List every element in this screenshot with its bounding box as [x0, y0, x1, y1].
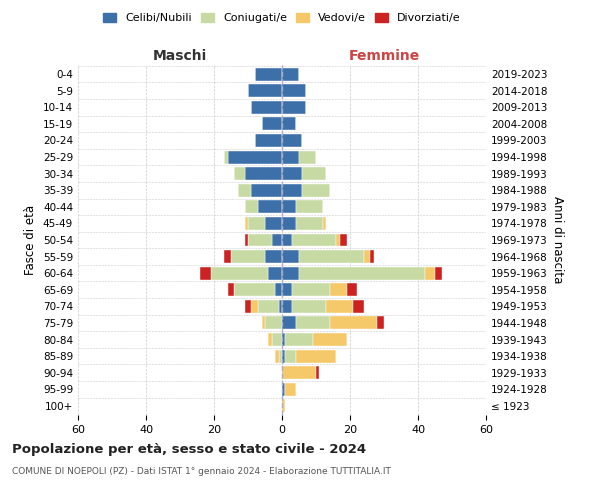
Bar	[435, 266, 442, 280]
Bar	[265, 250, 282, 263]
Bar	[245, 234, 248, 246]
Bar	[292, 284, 329, 296]
Bar	[262, 316, 265, 330]
Bar	[278, 300, 282, 313]
Bar	[245, 200, 258, 213]
Bar	[251, 300, 258, 313]
Bar	[238, 184, 251, 196]
Bar	[275, 284, 282, 296]
Bar	[251, 184, 282, 196]
Bar	[282, 184, 302, 196]
Bar	[224, 250, 231, 263]
Bar	[282, 383, 286, 396]
Bar	[323, 217, 326, 230]
Bar	[272, 234, 282, 246]
Bar	[282, 200, 296, 213]
Bar	[377, 316, 384, 330]
Bar	[282, 366, 316, 379]
Bar	[302, 184, 329, 196]
Bar	[316, 366, 319, 379]
Bar	[329, 284, 347, 296]
Bar	[425, 266, 435, 280]
Bar	[296, 217, 323, 230]
Bar	[282, 150, 299, 164]
Bar	[268, 333, 272, 346]
Bar	[255, 68, 282, 80]
Bar	[292, 300, 326, 313]
Bar	[282, 217, 296, 230]
Y-axis label: Fasce di età: Fasce di età	[25, 205, 37, 275]
Bar	[313, 333, 347, 346]
Text: Maschi: Maschi	[153, 48, 207, 62]
Bar	[200, 266, 211, 280]
Bar	[286, 383, 296, 396]
Bar	[248, 234, 272, 246]
Bar	[227, 284, 235, 296]
Bar	[235, 284, 275, 296]
Bar	[282, 234, 292, 246]
Bar	[282, 350, 286, 362]
Bar	[251, 101, 282, 114]
Bar	[296, 200, 323, 213]
Bar	[364, 250, 370, 263]
Bar	[282, 250, 299, 263]
Bar	[326, 300, 353, 313]
Y-axis label: Anni di nascita: Anni di nascita	[551, 196, 564, 284]
Bar	[282, 84, 306, 97]
Bar	[296, 350, 337, 362]
Bar	[245, 300, 251, 313]
Bar	[235, 167, 245, 180]
Bar	[245, 217, 248, 230]
Bar	[337, 234, 340, 246]
Bar	[286, 333, 313, 346]
Bar	[347, 284, 357, 296]
Bar	[272, 333, 282, 346]
Bar	[248, 217, 265, 230]
Bar	[258, 300, 278, 313]
Bar	[231, 250, 265, 263]
Bar	[255, 134, 282, 147]
Bar	[282, 316, 296, 330]
Bar	[282, 118, 296, 130]
Bar	[278, 350, 282, 362]
Bar	[262, 118, 282, 130]
Bar	[282, 400, 286, 412]
Text: Popolazione per età, sesso e stato civile - 2024: Popolazione per età, sesso e stato civil…	[12, 442, 366, 456]
Text: Femmine: Femmine	[349, 48, 419, 62]
Bar	[370, 250, 374, 263]
Bar	[282, 266, 299, 280]
Bar	[282, 300, 292, 313]
Bar	[275, 350, 278, 362]
Bar	[245, 167, 282, 180]
Bar	[302, 167, 326, 180]
Bar	[292, 234, 337, 246]
Bar	[258, 200, 282, 213]
Bar	[282, 134, 302, 147]
Bar	[329, 316, 377, 330]
Bar	[282, 284, 292, 296]
Bar	[248, 84, 282, 97]
Bar	[282, 68, 299, 80]
Legend: Celibi/Nubili, Coniugati/e, Vedovi/e, Divorziati/e: Celibi/Nubili, Coniugati/e, Vedovi/e, Di…	[99, 8, 465, 28]
Bar	[282, 167, 302, 180]
Bar	[340, 234, 347, 246]
Bar	[211, 266, 268, 280]
Bar	[282, 101, 306, 114]
Bar	[265, 316, 282, 330]
Bar	[227, 150, 282, 164]
Bar	[299, 150, 316, 164]
Bar	[299, 266, 425, 280]
Bar	[265, 217, 282, 230]
Bar	[296, 316, 329, 330]
Bar	[268, 266, 282, 280]
Text: COMUNE DI NOEPOLI (PZ) - Dati ISTAT 1° gennaio 2024 - Elaborazione TUTTITALIA.IT: COMUNE DI NOEPOLI (PZ) - Dati ISTAT 1° g…	[12, 468, 391, 476]
Bar	[286, 350, 296, 362]
Bar	[282, 333, 286, 346]
Bar	[299, 250, 364, 263]
Bar	[224, 150, 227, 164]
Bar	[353, 300, 364, 313]
